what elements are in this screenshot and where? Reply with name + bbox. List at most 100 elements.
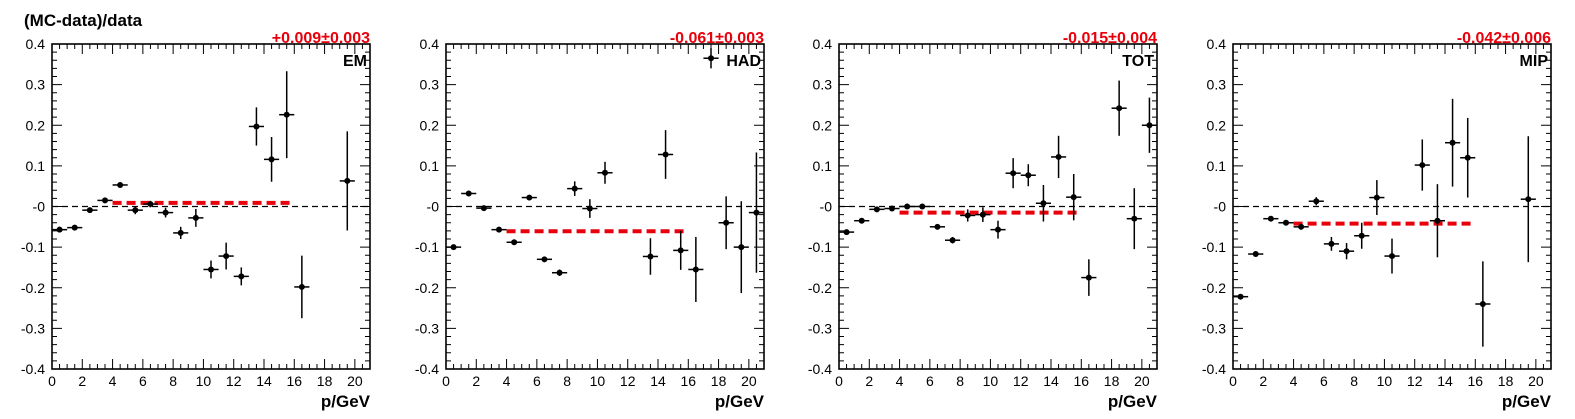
x-tick-label: 0 (835, 373, 843, 389)
x-tick-label: 10 (590, 373, 606, 389)
data-point (158, 207, 174, 218)
marker (465, 190, 472, 197)
x-tick-label: 8 (169, 373, 177, 389)
data-point (521, 194, 537, 201)
data-point (506, 239, 522, 246)
y-tick-label: -0 (1214, 199, 1227, 215)
x-tick-label: 2 (865, 373, 873, 389)
marker (1252, 251, 1259, 258)
data-point (748, 152, 764, 273)
y-tick-label: 0.1 (813, 158, 833, 174)
data-point (67, 224, 83, 231)
x-axis-title: p/GeV (1502, 392, 1552, 411)
marker (162, 209, 169, 216)
data-point (1020, 164, 1036, 187)
marker (949, 237, 956, 244)
marker (192, 214, 199, 221)
marker (511, 239, 518, 246)
marker (904, 203, 911, 210)
marker (71, 224, 78, 231)
data-point (82, 207, 98, 214)
marker (753, 209, 760, 216)
y-tick-label: 0.1 (420, 158, 440, 174)
x-axis-title: p/GeV (321, 392, 371, 411)
data-point (1051, 135, 1067, 179)
data-point (264, 137, 280, 182)
x-tick-label: 0 (1229, 373, 1237, 389)
marker (1389, 253, 1395, 260)
data-point (97, 197, 113, 204)
y-tick-label: -0.4 (415, 361, 439, 377)
marker (708, 55, 714, 62)
y-tick-label: -0.2 (415, 280, 439, 296)
marker (177, 229, 184, 236)
y-tick-label: -0.1 (808, 239, 832, 255)
marker (692, 266, 699, 273)
y-tick-label: 0.3 (1207, 77, 1227, 93)
panels: 0.40.30.20.1-0-0.1-0.2-0.3-0.40 2 4 6 8 10 12 1… (21, 30, 1552, 411)
data-point (446, 244, 462, 251)
x-tick-label: 12 (1013, 373, 1029, 389)
x-tick-label: 6 (926, 373, 934, 389)
y-tick-label: 0.4 (26, 36, 46, 52)
marker (298, 283, 305, 290)
data-point (552, 269, 568, 276)
marker (1373, 194, 1380, 201)
fit-value-label: -0.061±0.003 (670, 30, 764, 47)
marker (450, 244, 457, 251)
y-tick-label: 0.3 (813, 77, 833, 93)
x-tick-label: 20 (1134, 373, 1150, 389)
marker (677, 247, 684, 254)
marker (662, 151, 669, 158)
y-tick-label: -0.2 (808, 280, 832, 296)
data-point (688, 236, 704, 302)
data-point (112, 181, 128, 188)
x-tick-label: 6 (1320, 373, 1328, 389)
x-tick-label: 20 (741, 373, 757, 389)
y-tick-label: -0.4 (808, 361, 832, 377)
y-tick-label: -0.3 (21, 320, 45, 336)
x-tick-label: 16 (680, 373, 696, 389)
data-point (1111, 80, 1127, 136)
marker (979, 211, 986, 218)
x-tick-label: 8 (1350, 373, 1358, 389)
data-point (1035, 184, 1051, 222)
x-tick-label: 10 (983, 373, 999, 389)
marker (1237, 293, 1244, 300)
y-tick-label: -0.4 (1202, 361, 1226, 377)
x-tick-label: 8 (563, 373, 571, 389)
x-tick-label: 20 (1528, 373, 1544, 389)
x-tick-label: 2 (78, 373, 86, 389)
y-tick-label: 0.1 (1207, 158, 1227, 174)
data-point (990, 220, 1006, 239)
marker (858, 217, 865, 224)
marker (1055, 153, 1062, 160)
data-point (476, 205, 492, 212)
panel-label: TOT (1122, 53, 1154, 70)
y-tick-label: -0.3 (415, 320, 439, 336)
x-tick-label: 12 (226, 373, 242, 389)
y-tick-label: 0.2 (813, 117, 833, 133)
marker (1267, 215, 1274, 222)
x-axis-title: p/GeV (715, 392, 765, 411)
marker (1283, 219, 1289, 226)
marker (1419, 162, 1426, 169)
marker (268, 156, 275, 163)
marker (995, 226, 1001, 233)
data-point (582, 199, 598, 218)
x-tick-label: 14 (1043, 373, 1059, 389)
panel-mip: 0.4 0.3 0.2 0.1 -0 -0.1 -0.2 -0.3 -0.40 2 4 6 8 10 12 1… (1202, 30, 1552, 411)
data-point (339, 131, 355, 231)
data-point (1308, 197, 1324, 206)
x-tick-label: 16 (1467, 373, 1483, 389)
marker (1358, 232, 1365, 239)
x-tick-label: 4 (109, 373, 117, 389)
data-point (1369, 180, 1385, 216)
panel-had: 0.4 0.3 0.2 0.1 -0 -0.1 -0.2 -0.3 -0.40 2 4 6 8 10 12 1… (415, 30, 765, 411)
y-tick-label: 0.4 (420, 36, 440, 52)
data-point (188, 208, 204, 227)
y-tick-label: -0 (820, 199, 833, 215)
fit-value-label: -0.042±0.006 (1457, 30, 1551, 47)
x-tick-label: 20 (347, 373, 363, 389)
y-tick-label: -0.1 (1202, 239, 1226, 255)
